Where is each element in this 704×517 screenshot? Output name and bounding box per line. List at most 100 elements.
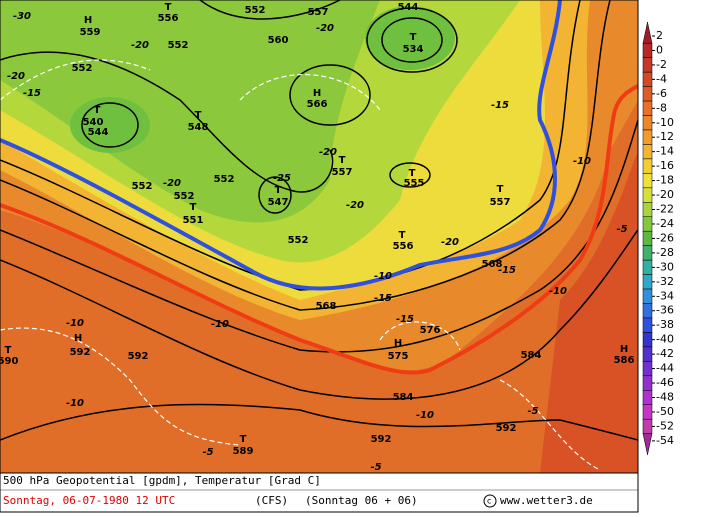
map-label: 552 — [174, 191, 195, 202]
map-label: 552 — [288, 235, 309, 246]
colorbar-swatch — [642, 375, 653, 391]
colorbar-swatch — [642, 230, 653, 246]
map-label: T — [399, 230, 406, 241]
map-label: 584 — [521, 350, 542, 361]
cold-core — [365, 6, 455, 70]
map-label: 556 — [393, 241, 414, 252]
copyright-c: c — [487, 497, 491, 506]
map-label: 559 — [80, 27, 101, 38]
map-label: 540 — [83, 117, 104, 128]
map-label: 557 — [308, 7, 329, 18]
map-label: T — [5, 345, 12, 356]
map-label: T — [165, 2, 172, 13]
map-label: 555 — [404, 178, 425, 189]
footer-title: 500 hPa Geopotential [gpdm], Temperatur … — [3, 474, 321, 487]
map-label: -10 — [66, 398, 84, 409]
colorbar-swatch — [642, 418, 653, 434]
map-label: T — [195, 110, 202, 121]
colorbar-label: -22 — [656, 203, 674, 216]
colorbar-swatch — [642, 288, 653, 304]
colorbar-swatch — [642, 71, 653, 87]
colorbar-label: -30 — [656, 260, 674, 273]
map-label: -20 — [316, 23, 334, 34]
colorbar-label: -24 — [656, 217, 674, 230]
map-label: 584 — [393, 392, 414, 403]
colorbar-swatch — [642, 274, 653, 290]
colorbar-swatch — [642, 86, 653, 102]
map-label: 590 — [0, 356, 18, 367]
colorbar-swatch — [642, 259, 653, 275]
map-label: 592 — [371, 434, 392, 445]
colorbar-label: -14 — [656, 145, 674, 158]
map-label: T — [240, 434, 247, 445]
colorbar-label: -20 — [656, 188, 674, 201]
colorbar-label: -46 — [656, 376, 674, 389]
map-label: -15 — [23, 88, 41, 99]
map-label: T — [190, 202, 197, 213]
colorbar-label: -50 — [656, 405, 674, 418]
isotherms — [0, 59, 601, 471]
map-label: -5 — [616, 224, 627, 235]
map-label: -30 — [13, 11, 31, 22]
colorbar-swatch — [642, 245, 653, 261]
colorbar-swatch — [642, 346, 653, 362]
map-label: 534 — [403, 44, 424, 55]
colorbar-label: -42 — [656, 347, 674, 360]
map-label: 544 — [88, 127, 109, 138]
map-label: 552 — [214, 174, 235, 185]
map-label: 575 — [388, 351, 409, 362]
colorbar-swatch — [642, 158, 653, 174]
map-label: -15 — [396, 314, 414, 325]
map-label: T — [409, 168, 416, 179]
map-label: 568 — [482, 259, 503, 270]
colorbar-swatch — [642, 187, 653, 203]
map-label: T — [275, 185, 282, 196]
map-label: -5 — [202, 447, 213, 458]
map-label: H — [313, 88, 321, 99]
colorbar-label: -54 — [656, 434, 674, 447]
colorbar-label: -48 — [656, 391, 674, 404]
colorbar-swatch — [642, 173, 653, 189]
colorbar-label: -12 — [656, 130, 674, 143]
colorbar-label: -40 — [656, 333, 674, 346]
colorbar-swatch — [642, 390, 653, 405]
cold-core — [70, 97, 150, 153]
colorbar-swatch — [642, 115, 653, 131]
colorbar-label: -6 — [656, 87, 667, 100]
footer-model: (CFS) — [255, 494, 288, 507]
warm-zone — [0, 100, 638, 473]
colorbar-label: -38 — [656, 318, 674, 331]
map-label: 552 — [168, 40, 189, 51]
map-label: -20 — [7, 71, 25, 82]
footer-copyright: www.wetter3.de — [500, 494, 593, 507]
map-label: 576 — [420, 325, 441, 336]
map-label: 592 — [128, 351, 149, 362]
colorbar-arrow — [642, 433, 653, 455]
colorbar-label: -18 — [656, 174, 674, 187]
map-label: T — [339, 155, 346, 166]
map-label: -15 — [498, 265, 516, 276]
map-label: H — [394, 338, 402, 349]
map-label: 557 — [490, 197, 511, 208]
map-label: -10 — [66, 318, 84, 329]
map-label: -15 — [374, 293, 392, 304]
map-label: T — [410, 32, 417, 43]
map-label: 544 — [398, 2, 419, 13]
map-label: T — [94, 105, 101, 116]
colorbar-swatch — [642, 332, 653, 348]
minus-10-isotherm — [0, 83, 638, 375]
map-label: 547 — [268, 197, 289, 208]
map-label: H — [84, 15, 92, 26]
map-label: -25 — [273, 173, 291, 184]
map-label: 592 — [70, 347, 91, 358]
map-label: -20 — [163, 178, 181, 189]
map-label: -10 — [374, 271, 392, 282]
map-label: H — [620, 344, 628, 355]
colorbar-label: -26 — [656, 231, 674, 244]
copyright-icon — [483, 494, 497, 508]
contours — [0, 0, 638, 441]
map-label: 560 — [268, 35, 289, 46]
colorbar-swatch — [642, 129, 653, 145]
colorbar-label: -10 — [656, 116, 674, 129]
